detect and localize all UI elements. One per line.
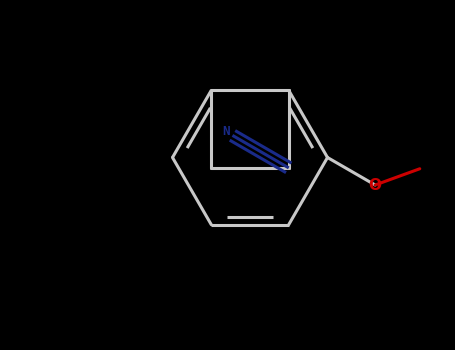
Text: O: O xyxy=(369,177,382,192)
Text: N: N xyxy=(222,125,230,138)
